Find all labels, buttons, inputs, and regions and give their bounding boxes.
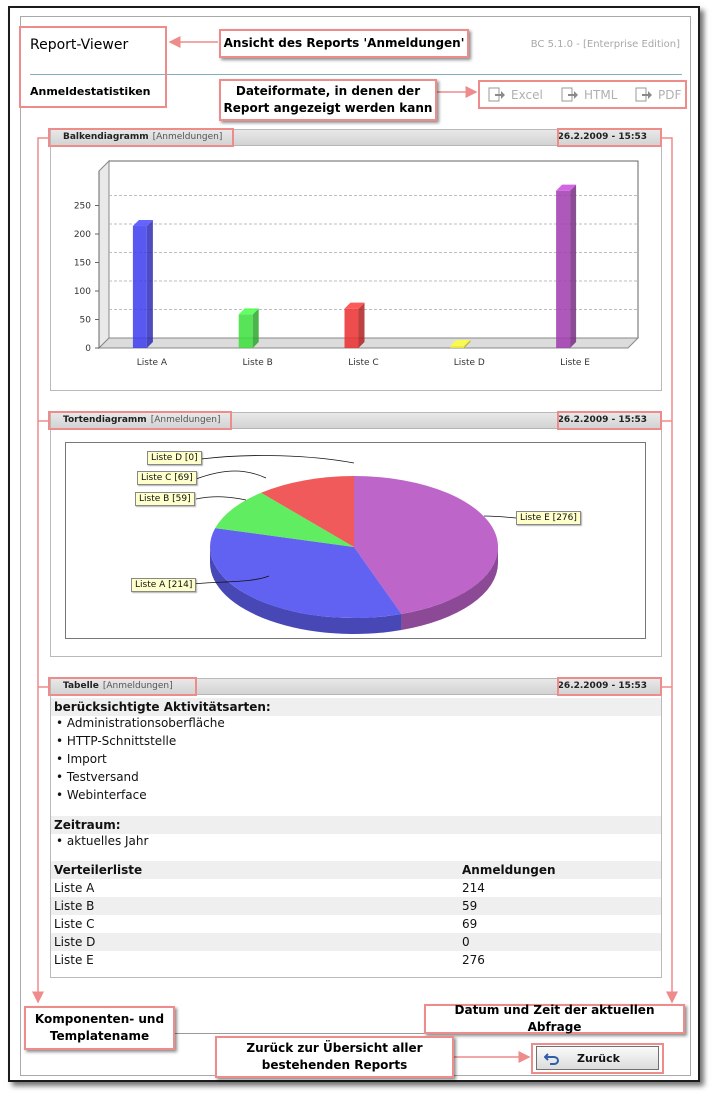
highlight-datetime <box>557 128 662 147</box>
highlight-back <box>531 1043 664 1074</box>
app-title: Report-Viewer <box>30 37 129 53</box>
back-button[interactable]: Zurück <box>536 1046 659 1070</box>
x-tick-label: Liste B <box>243 358 273 368</box>
table-row: Liste C 69 <box>54 917 478 931</box>
export-icon <box>635 87 652 102</box>
y-tick-label: 0 <box>85 344 91 354</box>
y-tick-label: 200 <box>74 230 91 240</box>
pie-leader-line <box>192 575 270 585</box>
section-header: Tortendiagramm [Anmeldungen] 26.2.2009 - … <box>51 413 661 429</box>
query-datetime: 26.2.2009 - 15:53 <box>557 681 647 691</box>
y-tick-label: 250 <box>74 202 91 212</box>
bar-chart: 0 50 100 150 200 250 Liste A Liste B Liste C List… <box>51 147 661 390</box>
component-name: Tabelle [Anmeldungen] <box>63 681 173 691</box>
version-label: BC 5.1.0 - [Enterprise Edition] <box>530 39 680 50</box>
export-excel-link[interactable]: Excel <box>488 87 543 102</box>
undo-arrow-icon <box>544 1053 559 1065</box>
x-tick-label: Liste E <box>560 358 590 368</box>
header-divider <box>30 74 682 75</box>
callout-component: Komponenten- und Templatename <box>24 1006 175 1050</box>
export-pdf-link[interactable]: PDF <box>635 87 681 102</box>
export-html-link[interactable]: HTML <box>561 87 617 102</box>
bar-chart-section: Balkendiagramm [Anmeldungen] 26.2.2009 - … <box>50 129 662 391</box>
table-header-row: Verteilerliste Anmeldungen <box>51 861 661 879</box>
y-tick-label: 50 <box>80 316 92 326</box>
x-tick-label: Liste D <box>454 358 485 368</box>
pie-slice <box>261 476 354 547</box>
query-datetime: 26.2.2009 - 15:53 <box>557 415 647 425</box>
list-item: • Webinterface <box>56 788 147 802</box>
pie-slice-side <box>210 547 402 634</box>
section-header: Balkendiagramm [Anmeldungen] 26.2.2009 - … <box>51 130 661 146</box>
callout-datetime: Datum und Zeit der aktuellen Abfrage <box>424 1003 685 1034</box>
list-item: • Testversand <box>56 770 139 784</box>
x-tick-label: Liste C <box>348 358 378 368</box>
pie-chart-frame <box>65 442 646 639</box>
callout-view: Ansicht des Reports 'Anmeldungen' <box>219 29 469 58</box>
pie-label: Liste C [69] <box>137 471 197 485</box>
y-tick-label: 100 <box>74 287 91 297</box>
pie-slice <box>215 492 354 547</box>
pie-slice-side <box>401 547 498 631</box>
list-item: • aktuelles Jahr <box>56 834 149 848</box>
pie-chart <box>192 455 517 634</box>
footer-divider <box>30 1033 682 1034</box>
pie-label: Liste A [214] <box>131 578 197 592</box>
list-item: • Administrationsoberfläche <box>56 716 225 730</box>
highlight-datetime <box>557 677 662 696</box>
col-header-list: Verteilerliste <box>54 863 143 877</box>
table-row: Liste A 214 <box>54 881 485 895</box>
highlight-header <box>19 26 167 108</box>
callout-formats: Dateiformate, in denen der Report angezei… <box>219 79 437 121</box>
pie-chart-section: Tortendiagramm [Anmeldungen] 26.2.2009 - … <box>50 412 662 657</box>
export-html-label: HTML <box>584 87 618 102</box>
table-row: Liste E 276 <box>54 953 485 967</box>
export-icon <box>488 87 505 102</box>
component-name: Balkendiagramm [Anmeldungen] <box>63 132 223 142</box>
bar-liste-c <box>344 302 365 348</box>
x-tick-label: Liste A <box>137 358 168 368</box>
activities-heading-row: berücksichtigte Aktivitätsarten: <box>51 698 661 716</box>
highlight-component <box>48 411 232 430</box>
component-name: Tortendiagramm [Anmeldungen] <box>63 415 221 425</box>
section-header: Tabelle [Anmeldungen] 26.2.2009 - 15:53 <box>51 679 661 695</box>
bar-liste-d <box>450 340 471 348</box>
table-row: Liste B 59 <box>51 897 661 915</box>
col-header-count: Anmeldungen <box>462 863 556 877</box>
pie-label: Liste E [276] <box>516 511 581 525</box>
pie-leader-line <box>195 496 247 501</box>
highlight-formats <box>478 80 687 109</box>
highlight-component <box>48 677 197 696</box>
export-excel-label: Excel <box>511 87 543 102</box>
chart-side-wall <box>98 159 110 350</box>
y-tick-label: 150 <box>74 259 91 269</box>
highlight-component <box>48 128 234 147</box>
pie-leader-line <box>195 470 267 480</box>
callout-back: Zurück zur Übersicht aller bestehenden Re… <box>215 1036 454 1078</box>
bar-liste-e <box>556 184 577 348</box>
query-datetime: 26.2.2009 - 15:53 <box>557 132 647 142</box>
bar-liste-b <box>238 308 259 348</box>
pie-slice <box>354 476 498 615</box>
bar-liste-a <box>132 220 153 348</box>
export-icon <box>561 87 578 102</box>
period-heading-row: Zeitraum: <box>51 816 661 834</box>
report-title: Anmeldestatistiken <box>30 85 151 98</box>
pie-slice <box>209 528 402 618</box>
list-item: • Import <box>56 752 107 766</box>
pie-leader-line <box>483 515 517 519</box>
pie-label: Liste D [0] <box>147 451 202 465</box>
highlight-datetime <box>557 411 662 430</box>
list-item: • HTTP-Schnittstelle <box>56 734 177 748</box>
export-pdf-label: PDF <box>658 87 682 102</box>
pie-label: Liste B [59] <box>135 492 195 506</box>
table-section: Tabelle [Anmeldungen] 26.2.2009 - 15:53 b… <box>50 678 662 978</box>
pie-leader-line <box>200 455 355 464</box>
